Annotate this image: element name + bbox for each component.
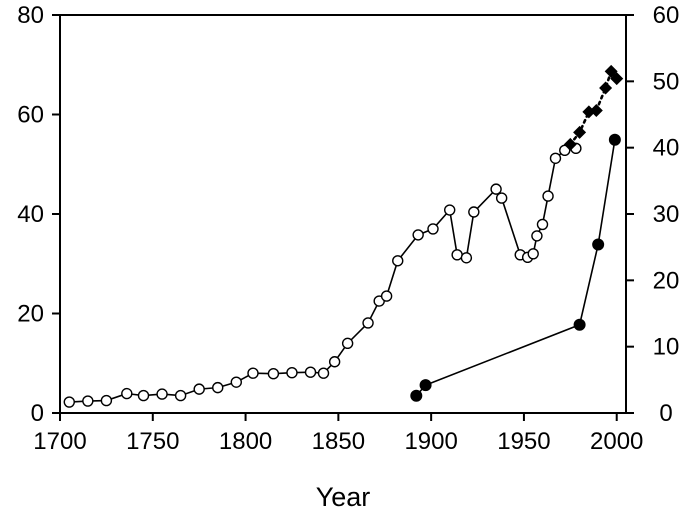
data-point-open-circle — [549, 152, 562, 164]
data-point-open-circle — [495, 192, 508, 204]
data-point-open-circle — [212, 381, 224, 394]
y-right-tick-label: 30 — [653, 201, 680, 228]
data-point-open-circle — [460, 252, 473, 264]
data-point-open-circle — [193, 383, 205, 395]
data-point-open-circle — [536, 218, 549, 231]
data-point-open-circle — [100, 394, 113, 407]
x-tick-label: 2000 — [590, 428, 643, 455]
data-point-filled-circle — [410, 389, 423, 402]
data-point-open-circle — [362, 317, 374, 329]
data-point-open-circle — [527, 248, 539, 260]
data-point-open-circle — [444, 204, 456, 216]
x-tick-label: 1850 — [312, 428, 365, 455]
data-point-open-circle — [121, 387, 133, 400]
data-point-open-circle — [392, 255, 404, 267]
data-point-filled-circle — [592, 238, 605, 251]
x-tick-label: 1900 — [404, 428, 457, 455]
data-point-open-circle — [63, 396, 75, 408]
data-point-open-circle — [328, 356, 341, 368]
data-point-filled-circle — [573, 318, 586, 331]
data-point-open-circle — [427, 223, 439, 235]
data-point-filled-diamond — [599, 81, 613, 95]
x-axis-title: Year — [316, 482, 371, 512]
data-point-filled-diamond — [573, 125, 587, 139]
y-left-tick-label: 40 — [17, 201, 44, 228]
plot-frame — [59, 14, 627, 414]
y-right-tick-label: 0 — [659, 400, 672, 427]
data-point-open-circle — [451, 249, 463, 261]
data-point-open-circle — [412, 229, 424, 241]
data-point-open-circle — [156, 388, 168, 400]
data-point-open-circle — [247, 367, 259, 379]
x-tick-label: 1750 — [126, 428, 179, 455]
data-point-filled-circle — [419, 379, 432, 392]
series-line-3 — [415, 139, 616, 397]
data-point-open-circle — [82, 395, 94, 407]
data-point-open-circle — [317, 367, 330, 379]
x-tick-label: 1800 — [219, 428, 272, 455]
y-left-tick-label: 60 — [17, 102, 44, 129]
y-left-tick-label: 80 — [17, 2, 44, 29]
y-right-tick-label: 40 — [653, 135, 680, 162]
ticks-layer: 1700 1750 1800 1850 1900 1950 2000 0 20 40 60 80 0 10… — [17, 2, 679, 455]
data-point-open-circle — [490, 183, 502, 195]
y-right-tick-label: 20 — [653, 267, 680, 294]
data-point-filled-diamond — [610, 72, 624, 86]
y-left-tick-label: 0 — [31, 400, 44, 427]
x-tick-label: 1700 — [33, 428, 86, 455]
data-point-open-circle — [267, 367, 280, 380]
data-point-open-circle — [531, 230, 543, 242]
data-point-open-circle — [137, 389, 150, 402]
data-point-open-circle — [542, 190, 554, 202]
data-point-open-circle — [304, 366, 317, 378]
y-right-tick-label: 60 — [653, 2, 680, 29]
y-left-tick-label: 20 — [17, 301, 44, 328]
series-layer — [63, 64, 624, 408]
x-tick-label: 1950 — [497, 428, 550, 455]
data-point-open-circle — [174, 389, 187, 402]
y-right-tick-label: 10 — [653, 334, 680, 361]
data-point-open-circle — [230, 376, 242, 388]
data-point-open-circle — [380, 290, 393, 302]
data-point-filled-diamond — [563, 137, 577, 151]
data-point-open-circle — [286, 367, 298, 379]
data-point-open-circle — [468, 206, 480, 218]
y-right-tick-label: 50 — [653, 68, 680, 95]
data-point-filled-diamond — [589, 104, 603, 118]
data-point-open-circle — [559, 144, 571, 157]
data-point-filled-circle — [608, 133, 621, 146]
data-point-open-circle — [341, 337, 354, 350]
